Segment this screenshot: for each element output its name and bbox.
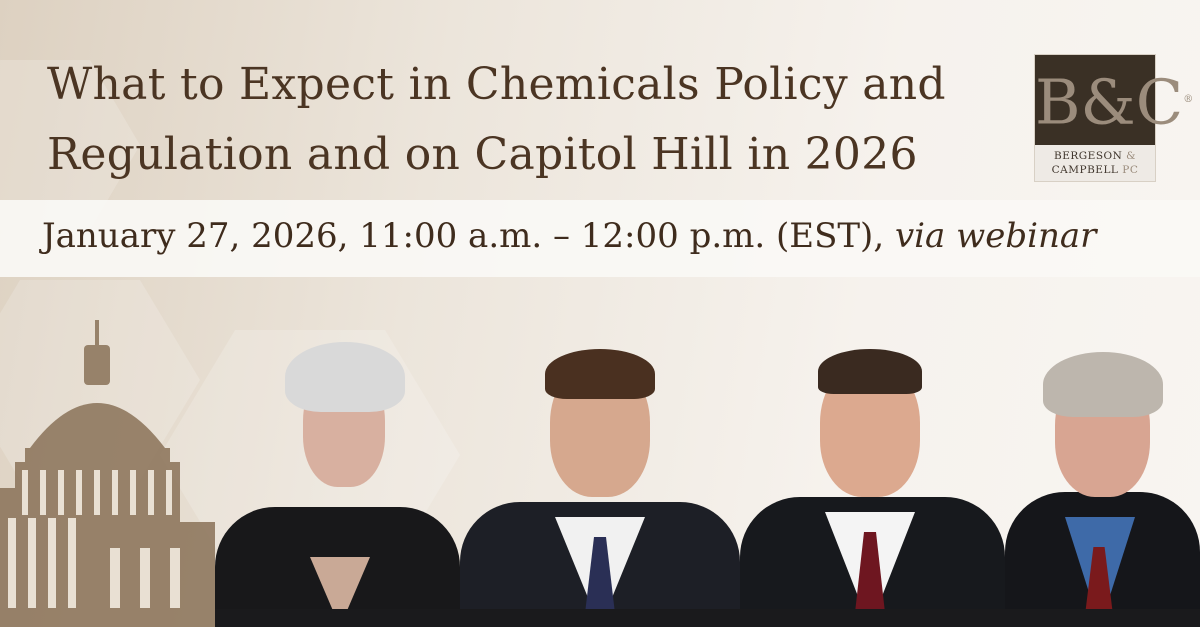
photo-bottom-strip [215, 609, 1200, 627]
event-date: January 27, 2026, 11:00 a.m. – 12:00 p.m… [42, 216, 1097, 256]
webinar-title: What to Expect in Chemicals Policy and R… [47, 50, 946, 190]
capitol-dome-illustration [0, 320, 215, 627]
speaker-photo-1 [215, 342, 460, 627]
logo-name: BERGESON & CAMPBELL PC [1051, 150, 1139, 176]
date-band [0, 200, 1200, 277]
speaker-photo-3 [740, 347, 1005, 627]
title-line-1: What to Expect in Chemicals Policy and [47, 59, 946, 110]
logo-monogram: B&C® [1035, 55, 1193, 145]
speaker-photo-4 [1005, 352, 1200, 627]
speaker-photo-2 [460, 347, 740, 627]
company-logo: B&C® BERGESON & CAMPBELL PC [1034, 54, 1193, 182]
event-format: via webinar [894, 216, 1097, 256]
title-line-2: Regulation and on Capitol Hill in 2026 [47, 129, 918, 180]
